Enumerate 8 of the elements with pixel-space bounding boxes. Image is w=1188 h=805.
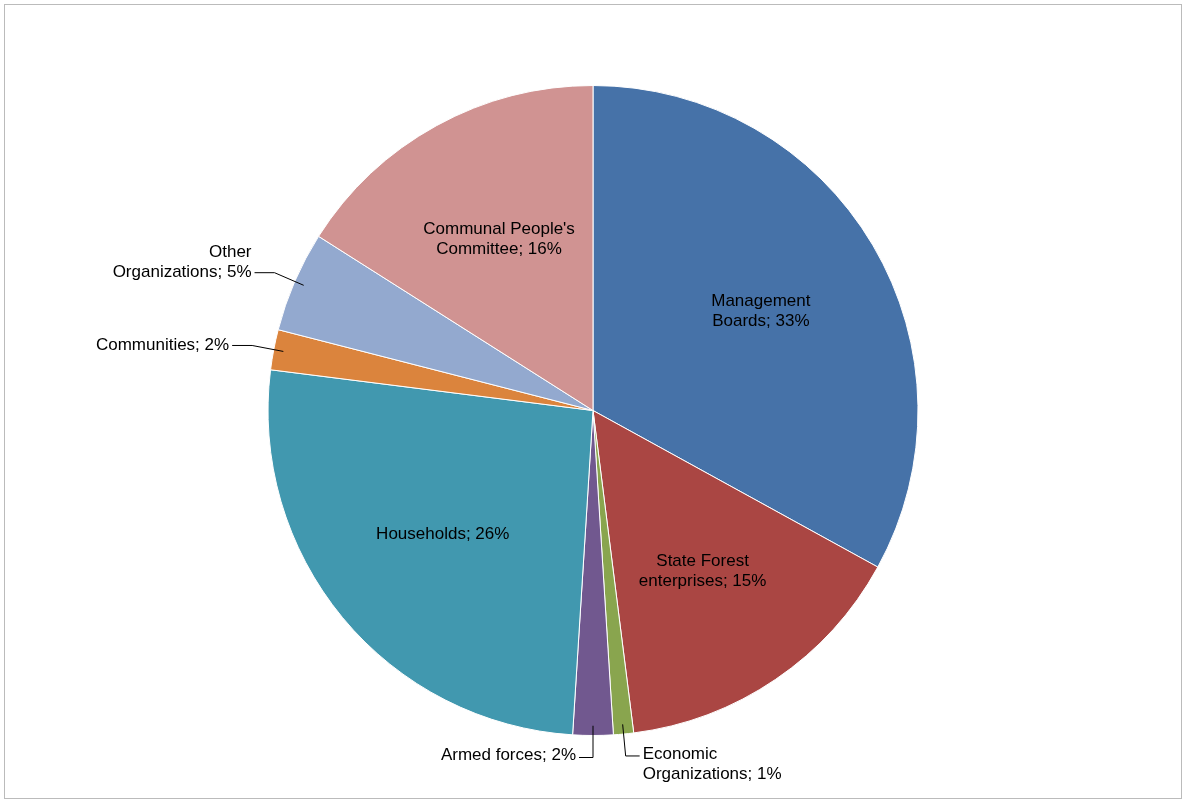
slice-label: Management Boards; 33%: [711, 290, 811, 330]
slice-label: Communal People's Committee; 16%: [423, 219, 575, 259]
slice-label: Armed forces; 2%: [440, 745, 576, 765]
slice-label: Households; 26%: [376, 524, 510, 544]
slice-label: Other Organizations; 5%: [112, 242, 252, 282]
slice-label: Communities; 2%: [95, 335, 230, 355]
slice-label: State Forest enterprises; 15%: [638, 551, 767, 591]
slice-label: Economic Organizations; 1%: [642, 743, 782, 783]
